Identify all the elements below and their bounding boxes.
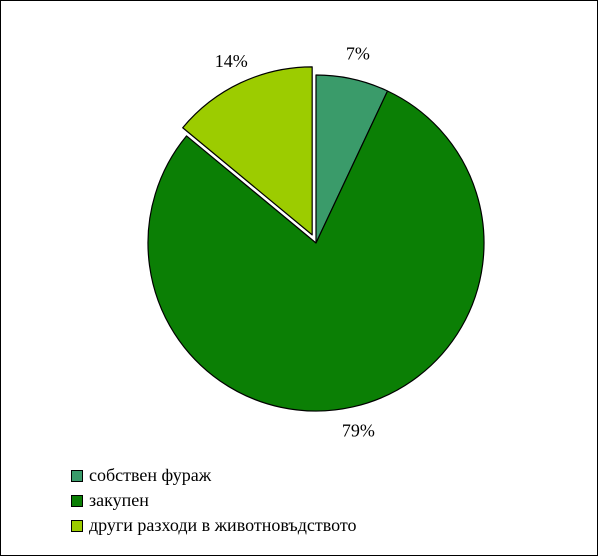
legend-label-other-costs: други разходи в животновъдството	[89, 515, 357, 535]
legend-item-purchased: закупен	[71, 488, 356, 513]
data-label-other-costs: 14%	[215, 51, 248, 71]
pie-slice-purchased	[147, 90, 485, 412]
legend-item-own-feed: собствен фураж	[71, 463, 356, 488]
legend-swatch-purchased	[71, 494, 83, 507]
legend-swatch-other-costs	[71, 519, 83, 532]
legend-item-other-costs: други разходи в животновъдството	[71, 513, 356, 538]
legend: собствен фураж закупен други разходи в ж…	[71, 463, 356, 538]
data-label-own-feed: 7%	[346, 44, 370, 64]
pie-slice-other-costs	[182, 66, 313, 236]
legend-label-own-feed: собствен фураж	[89, 465, 212, 485]
legend-label-purchased: закупен	[89, 490, 149, 510]
legend-swatch-own-feed	[71, 469, 83, 482]
data-label-purchased: 79%	[342, 420, 375, 440]
